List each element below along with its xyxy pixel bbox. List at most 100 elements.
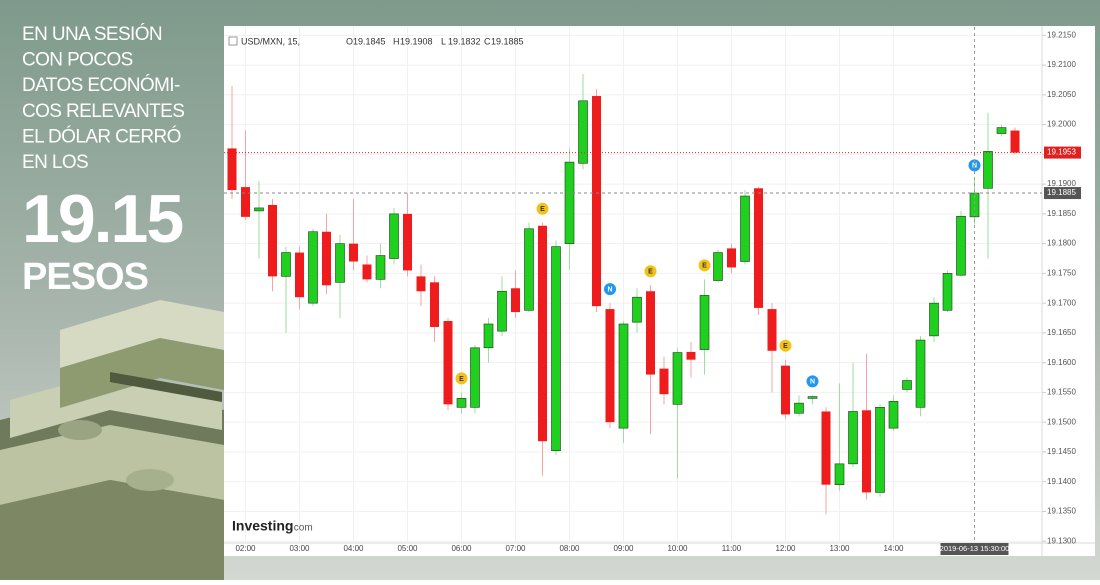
candle-body	[740, 195, 750, 262]
y-tick-label: 19.2100	[1047, 60, 1076, 69]
headline-line: EN LOS	[22, 152, 88, 173]
last-price-label: 19.1953	[1047, 148, 1076, 157]
x-tick-label: 10:00	[667, 544, 688, 553]
candle-body	[511, 288, 520, 313]
x-tick-label: 07:00	[505, 544, 526, 553]
ohlc-value: 19.1908	[400, 36, 433, 46]
event-marker	[806, 375, 819, 388]
ohlc-label: H	[393, 36, 400, 46]
candle-body	[983, 151, 993, 189]
candle-body	[794, 402, 804, 414]
header-icon	[228, 36, 238, 46]
y-tick-label: 19.2050	[1047, 90, 1076, 99]
y-tick-label: 19.1400	[1047, 477, 1076, 486]
x-tick-label: 06:00	[451, 544, 472, 553]
candle-body	[767, 309, 777, 351]
x-tick-label: 14:00	[883, 544, 904, 553]
crosshair-time-label: 2019-06-13 15:30:00	[940, 544, 1010, 553]
headline-number: 19.15	[22, 181, 182, 257]
ohlc-value: 19.1845	[353, 36, 386, 46]
candle-body	[902, 380, 912, 390]
ohlc-label: L	[441, 36, 446, 46]
candle-body	[1010, 130, 1020, 153]
crosshair-price-label: 19.1885	[1047, 188, 1076, 197]
candle-body	[996, 127, 1007, 134]
candle-body	[862, 410, 871, 493]
y-tick-label: 19.1650	[1047, 328, 1076, 337]
candle-body	[308, 231, 318, 304]
y-tick-label: 19.1500	[1047, 417, 1076, 426]
candle-body	[524, 228, 534, 311]
candle-body	[483, 323, 494, 349]
y-tick-label: 19.1800	[1047, 239, 1076, 248]
candle-body	[254, 207, 264, 212]
event-label: N	[607, 286, 612, 293]
x-tick-label: 03:00	[289, 544, 310, 553]
headline-unit: PESOS	[22, 256, 148, 298]
candle-body	[699, 295, 710, 350]
x-tick-label: 09:00	[613, 544, 634, 553]
money-stack	[0, 300, 224, 580]
x-tick-label: 05:00	[397, 544, 418, 553]
y-tick-label: 19.1300	[1047, 536, 1076, 545]
x-tick-label: 02:00	[235, 544, 256, 553]
candle-body	[416, 276, 426, 292]
watermark-suffix: .com	[291, 523, 313, 534]
event-marker	[536, 202, 549, 215]
candle-body	[781, 365, 790, 415]
candle-body	[592, 96, 601, 307]
candle-body	[564, 161, 575, 244]
event-marker	[455, 372, 468, 385]
candle-body	[322, 231, 331, 286]
candle-body	[268, 204, 277, 277]
ohlc-label: O	[346, 36, 353, 46]
candle-body	[578, 100, 588, 164]
candle-body	[942, 273, 953, 311]
headline-line: DATOS ECONÓMI-	[22, 74, 180, 96]
y-tick-label: 19.1600	[1047, 358, 1076, 367]
candle-body	[349, 243, 358, 262]
crosshair-time-tag	[940, 543, 1009, 555]
ohlc-label: C	[484, 36, 491, 46]
candle-body	[875, 407, 885, 493]
candle-body	[470, 347, 480, 408]
x-tick-label: 12:00	[775, 544, 796, 553]
event-marker	[604, 283, 616, 296]
symbol: USD/MXN, 15,	[241, 36, 300, 46]
candle-body	[456, 398, 467, 408]
candle-body	[618, 323, 629, 429]
candle-body	[821, 411, 831, 485]
event-label: E	[540, 206, 545, 213]
candle-body	[403, 213, 412, 271]
x-tick-label: 08:00	[559, 544, 580, 553]
y-tick-label: 19.1450	[1047, 447, 1076, 456]
candle-body	[551, 246, 561, 452]
candle-body	[632, 296, 642, 323]
candle-body	[888, 401, 899, 429]
candle-body	[686, 351, 696, 360]
candle-body	[956, 215, 966, 276]
event-marker	[644, 265, 657, 278]
headline-line: COS RELEVANTES	[22, 101, 184, 122]
candle-body	[659, 368, 669, 395]
y-tick-label: 19.1900	[1047, 179, 1076, 188]
chart-panel	[224, 26, 1095, 556]
candle-body	[807, 396, 818, 399]
headline: EN UNA SESIÓN CON POCOS DATOS ECONÓMI- COS …	[22, 23, 185, 173]
headline-line: EN UNA SESIÓN	[22, 23, 162, 45]
x-tick-label: 04:00	[343, 544, 364, 553]
plot	[227, 74, 1020, 515]
candle-body	[362, 264, 372, 280]
y-tick-label: 19.1350	[1047, 507, 1076, 516]
y-tick-label: 19.2150	[1047, 30, 1076, 39]
y-tick-label: 19.1550	[1047, 388, 1076, 397]
x-tick-label: 11:00	[722, 544, 742, 553]
watermark-brand: Investing	[232, 518, 293, 534]
event-label: N	[810, 379, 815, 386]
ohlc-header: O 19.1845 H 19.1908 L 19.1832 C 19.1885	[346, 36, 524, 46]
candle-body	[929, 302, 939, 337]
y-tick-label: 19.2000	[1047, 120, 1076, 129]
